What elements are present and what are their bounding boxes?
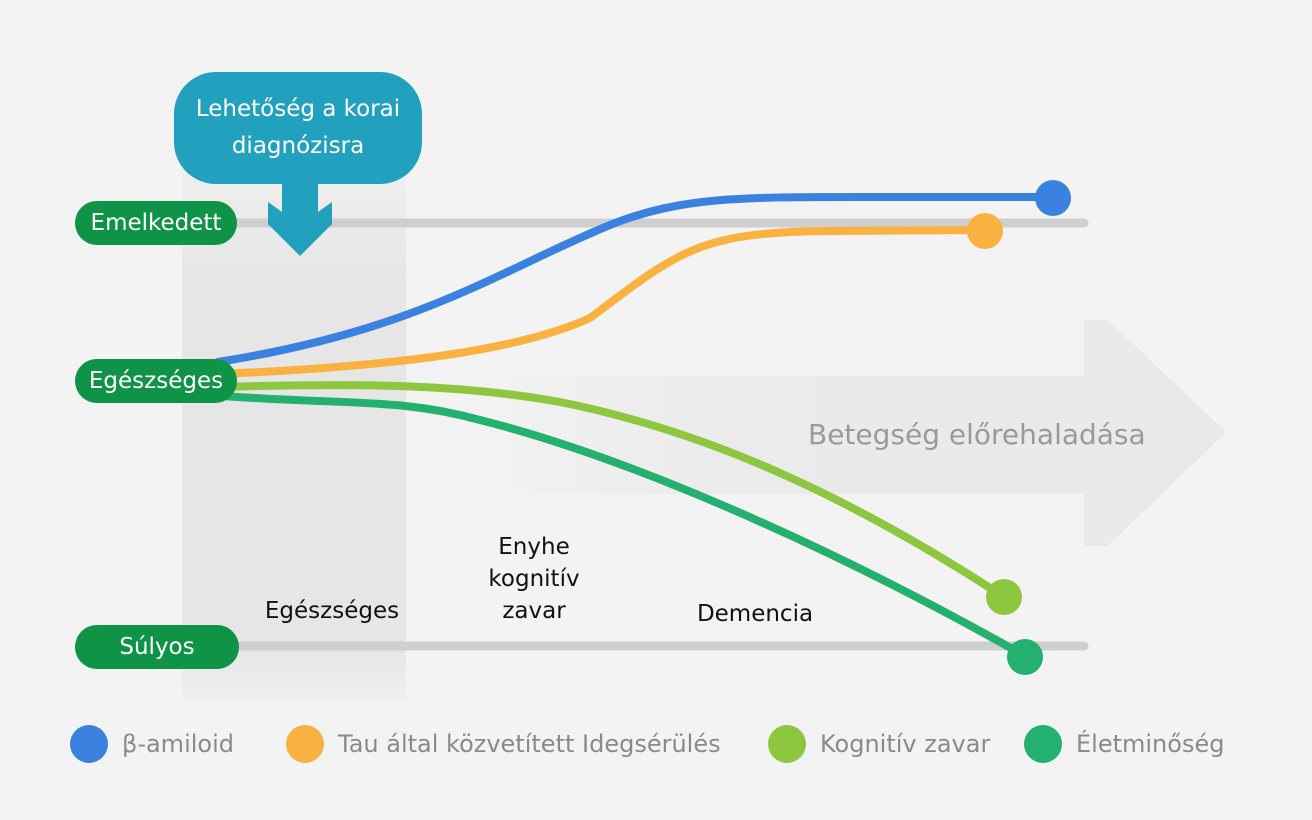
legend-label-amyloid: β-amiloid bbox=[122, 730, 234, 758]
quality-of-life-curve bbox=[218, 392, 1029, 660]
legend-dot-tau bbox=[286, 725, 324, 763]
level-pill-healthy: Egészséges bbox=[75, 359, 237, 403]
progression-arrow-label: Betegség előrehaladása bbox=[808, 418, 1146, 451]
legend-label-tau: Tau által közvetített Idegsérülés bbox=[338, 730, 721, 758]
legend-item-amyloid: β-amiloid bbox=[70, 722, 234, 766]
legend-dot-amyloid bbox=[70, 725, 108, 763]
progression-arrow bbox=[455, 320, 1226, 546]
level-pill-high: Emelkedett bbox=[75, 201, 237, 245]
cognitive-curve bbox=[218, 381, 1008, 601]
legend-item-tau: Tau által közvetített Idegsérülés bbox=[286, 722, 721, 766]
stage-label-mci-line-3: zavar bbox=[502, 598, 566, 624]
stage-label-mci-line-2: kognitív bbox=[488, 566, 580, 592]
stage-label-dementia: Demencia bbox=[696, 601, 814, 627]
level-pill-severe: Súlyos bbox=[75, 625, 239, 669]
stage-label-healthy: Egészséges bbox=[264, 598, 400, 624]
stage-label-mci: Enyhe kognitív zavar bbox=[444, 531, 624, 627]
amyloid-curve bbox=[214, 193, 1056, 366]
legend-item-quality-of-life: Életminőség bbox=[1024, 722, 1224, 766]
legend-dot-quality-of-life bbox=[1024, 725, 1062, 763]
callout-down-arrow bbox=[268, 182, 332, 256]
legend-dot-cognitive bbox=[768, 725, 806, 763]
legend-item-cognitive: Kognitív zavar bbox=[768, 722, 990, 766]
early-diagnosis-callout: Lehetőség a korai diagnózisra bbox=[174, 72, 422, 184]
callout-line-2: diagnózisra bbox=[231, 133, 365, 159]
callout-line-1: Lehetőség a korai bbox=[195, 96, 401, 122]
tau-end-dot bbox=[967, 213, 1003, 249]
stage-label-mci-line-1: Enyhe bbox=[498, 534, 570, 560]
quality-of-life-end-dot bbox=[1007, 639, 1043, 675]
amyloid-end-dot bbox=[1035, 180, 1071, 216]
legend-label-cognitive: Kognitív zavar bbox=[820, 730, 991, 758]
cognitive-end-dot bbox=[986, 579, 1022, 615]
tau-curve bbox=[216, 226, 989, 378]
legend-label-quality-of-life: Életminőség bbox=[1076, 730, 1225, 758]
legend: β-amiloid Tau által közvetített Idegsérü… bbox=[0, 722, 1312, 766]
